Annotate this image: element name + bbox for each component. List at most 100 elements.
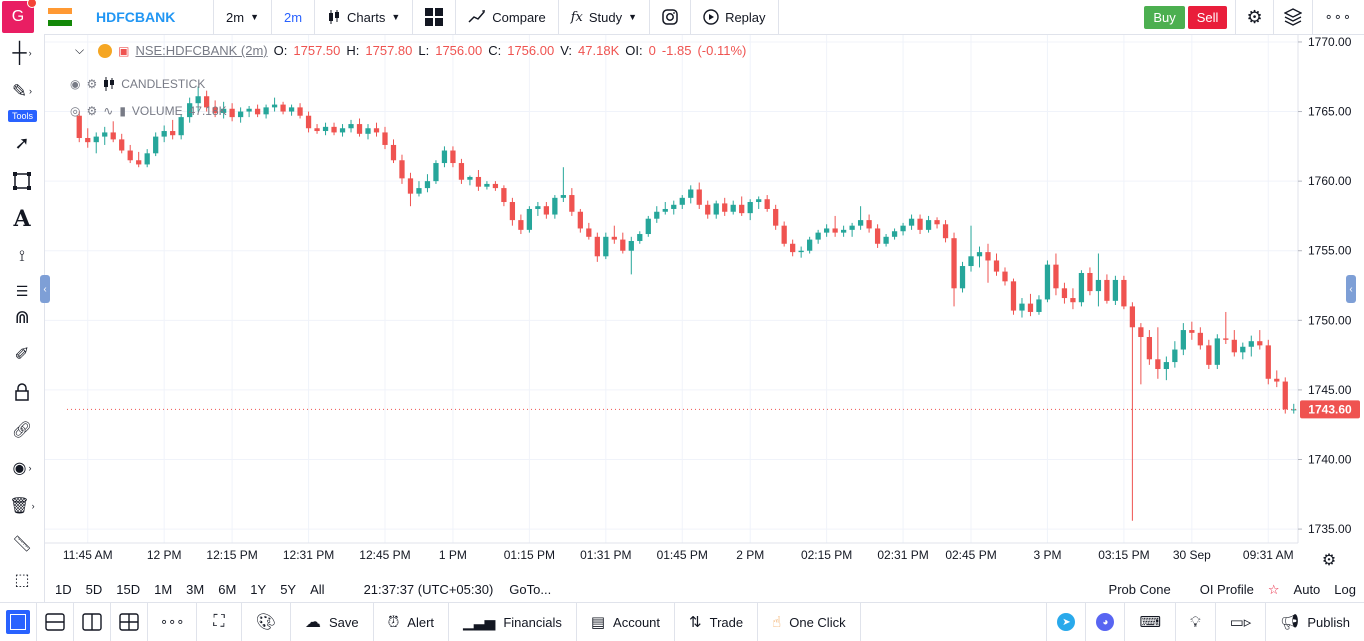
price-chart[interactable]: 1770.00 1765.00 1760.00 1755.00 1750.00 1745.… (45, 35, 1364, 577)
candle-body (696, 189, 702, 205)
buy-button[interactable]: Buy (1144, 5, 1185, 29)
chevron-right-icon: › (29, 86, 33, 96)
brush-tool[interactable]: ✎ › (0, 76, 44, 106)
oi-profile-button[interactable]: OI Profile (1199, 582, 1254, 597)
interval-dropdown[interactable]: 2m ▼ (214, 0, 272, 34)
range-button[interactable]: 15D (116, 582, 141, 597)
candle-body (569, 195, 575, 212)
alert-button[interactable]: ⏰︎ Alert (374, 603, 450, 641)
study-dropdown[interactable]: fx Study ▼ (559, 0, 651, 34)
range-button[interactable]: 1Y (250, 582, 267, 597)
chevron-down-icon: ▼ (391, 12, 401, 22)
range-button[interactable]: 1D (55, 582, 72, 597)
rectangle-tool[interactable] (0, 166, 44, 196)
object-tree-tool[interactable]: ⬚ (0, 565, 44, 595)
goto-button[interactable]: GoTo... (509, 582, 552, 597)
sell-button[interactable]: Sell (1187, 5, 1228, 29)
candle-body (229, 108, 235, 118)
log-scale-button[interactable]: Log (1334, 582, 1356, 597)
lock-all-tool[interactable] (0, 377, 44, 407)
range-button[interactable]: 6M (218, 582, 237, 597)
star-icon[interactable]: ☆ (1267, 581, 1280, 597)
candle-body (993, 260, 1000, 272)
user-avatar[interactable]: G (2, 0, 37, 33)
financials-button[interactable]: ▁▃▅ Financials (449, 603, 577, 641)
telegram-button[interactable]: ➤ (1046, 603, 1087, 641)
candlestick-icon (329, 10, 340, 24)
ruler-tool[interactable]: 📏︎ (0, 529, 44, 559)
link-tool[interactable]: 🔗︎ (0, 415, 44, 445)
clock[interactable]: 21:37:37 (UTC+05:30) (363, 582, 494, 597)
interval-favorite-button[interactable]: 2m (272, 0, 316, 34)
more-options-button[interactable]: ∘∘∘ (1311, 0, 1364, 34)
replay-button[interactable]: Replay (691, 0, 779, 34)
grid-four-button[interactable] (111, 603, 148, 641)
measure-tool[interactable]: ⟟ (0, 242, 44, 272)
chart-settings-gear-icon[interactable]: ⚙ (1322, 552, 1336, 569)
candle-body (824, 228, 830, 233)
single-layout-button[interactable] (6, 610, 30, 634)
left-panel-collapse-handle[interactable]: ‹ (40, 275, 50, 303)
split-horizontal-button[interactable] (36, 603, 74, 641)
eye-off-icon[interactable]: ◎ (70, 104, 81, 118)
ideas-button[interactable]: 💡︎ (1176, 603, 1216, 641)
charts-dropdown[interactable]: Charts ▼ (315, 0, 414, 34)
top-toolbar: G HDFCBANK 2m ▼ 2m Charts ▼ Compare fx S… (0, 0, 1364, 35)
open-value: 1757.50 (293, 43, 341, 58)
high-label: H: (346, 43, 360, 58)
split-vertical-button[interactable] (74, 603, 111, 641)
fullscreen-button[interactable]: ⛶ (197, 603, 242, 641)
indicator-candlestick-row[interactable]: ◉ ⚙ CANDLESTICK (70, 77, 205, 91)
candle-body (263, 107, 269, 115)
prob-cone-button[interactable]: Prob Cone (1108, 582, 1171, 597)
trade-button[interactable]: ⇅ Trade (675, 603, 759, 641)
more-layouts-button[interactable]: ∘∘∘ (148, 603, 198, 641)
eye-icon[interactable]: ◉ (70, 77, 81, 91)
auto-scale-button[interactable]: Auto (1293, 582, 1321, 597)
theme-button[interactable]: 🎨︎ (242, 603, 291, 641)
indicator-volume-row[interactable]: ◎ ⚙ ∿ ▮ VOLUME 47.18K (70, 104, 227, 118)
range-button[interactable]: 5D (85, 582, 103, 597)
candle-body (518, 220, 524, 230)
x-tick-label: 12:15 PM (206, 548, 257, 562)
range-button[interactable]: All (310, 582, 325, 597)
crosshair-tool[interactable]: ┼ › (0, 38, 44, 68)
legend-symbol[interactable]: NSE:HDFCBANK (2m) (135, 43, 268, 58)
collapse-legend-icon[interactable]: ⌵ (75, 43, 85, 57)
keyboard-button[interactable]: ⌨ (1125, 603, 1177, 641)
range-button[interactable]: 5Y (280, 582, 297, 597)
lock-drawing-tool[interactable]: ✐ (0, 339, 44, 369)
right-panel-collapse-handle[interactable]: ‹ (1346, 275, 1356, 303)
visibility-tool[interactable]: ◉ › (0, 453, 44, 483)
candle-body (883, 236, 889, 244)
cursor-arrow-icon: ➚ (14, 132, 30, 153)
candle-body (577, 211, 583, 229)
account-button[interactable]: ▤ Account (577, 603, 676, 641)
square-icon (10, 614, 26, 630)
save-button[interactable]: ☁ Save (291, 603, 374, 641)
compare-button[interactable]: Compare (456, 0, 559, 34)
range-button[interactable]: 3M (186, 582, 205, 597)
text-icon: A (13, 206, 31, 232)
layout-button[interactable] (413, 0, 457, 34)
range-button[interactable]: 1M (154, 582, 173, 597)
cursor-tool[interactable]: ➚ (0, 128, 44, 158)
settings-button[interactable]: ⚙ (1235, 0, 1272, 34)
candle-body (722, 203, 728, 212)
layers-button[interactable] (1272, 0, 1312, 34)
candle-body (951, 238, 957, 289)
chevron-down-icon: ▼ (250, 12, 259, 22)
snapshot-button[interactable] (650, 0, 692, 34)
delete-tool[interactable]: 🗑︎ › (0, 491, 44, 521)
gear-icon[interactable]: ⚙ (86, 104, 98, 118)
candle-body (781, 225, 787, 244)
magnet-tool[interactable]: ⋒ (0, 302, 44, 332)
discord-button[interactable]: ◕ (1086, 603, 1126, 641)
symbol-search[interactable]: HDFCBANK (84, 0, 214, 34)
divider-tool[interactable]: ☰ (0, 276, 44, 306)
video-button[interactable]: ▭▹ (1216, 603, 1267, 641)
publish-button[interactable]: 📢︎ Publish (1266, 603, 1364, 641)
text-tool[interactable]: A (0, 204, 44, 234)
gear-icon[interactable]: ⚙ (86, 77, 98, 91)
one-click-button[interactable]: ☝ One Click (758, 603, 861, 641)
